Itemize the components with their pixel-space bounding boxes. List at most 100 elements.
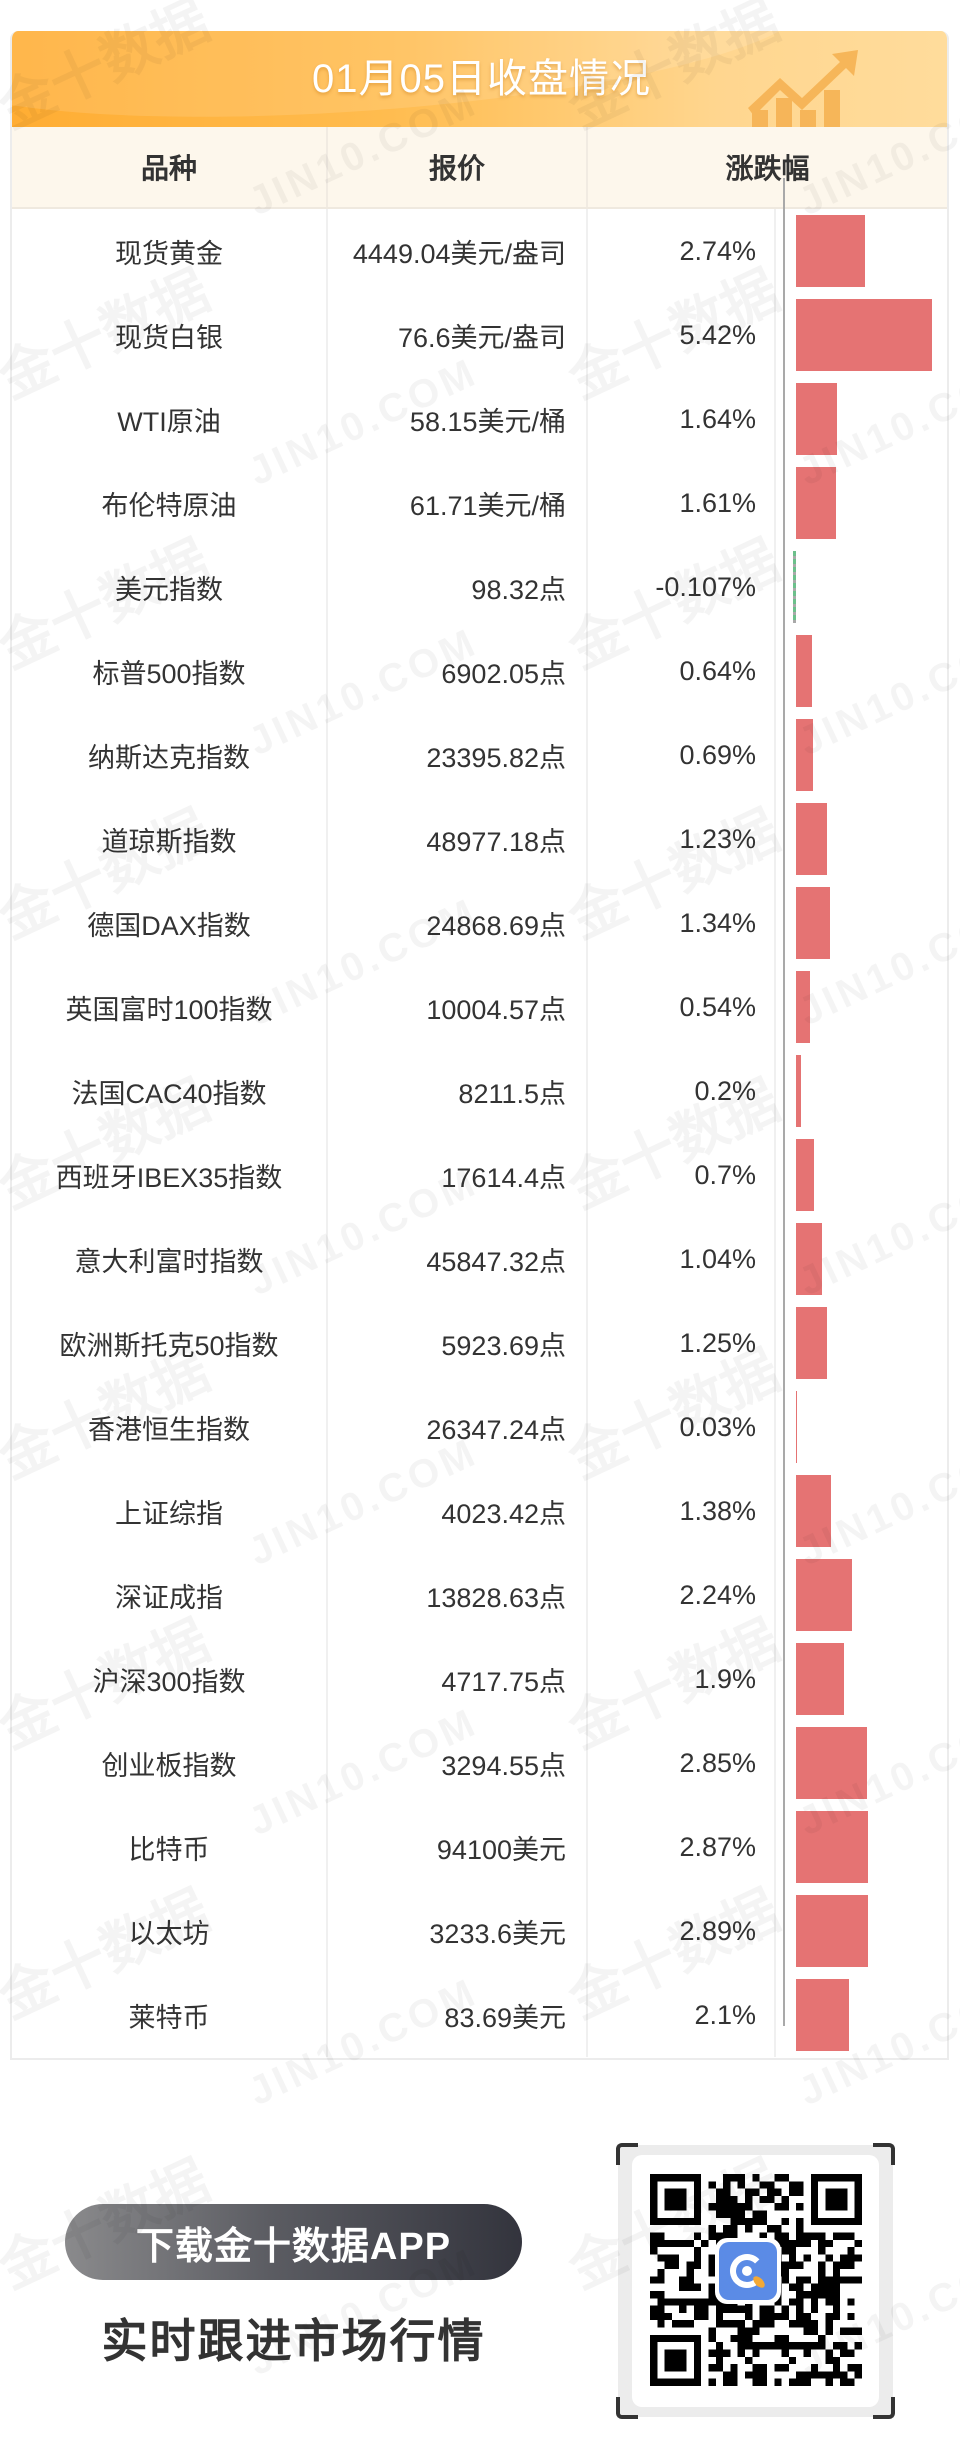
change-bar-cell — [776, 461, 947, 545]
change-bar — [796, 215, 865, 287]
change-bar — [796, 1727, 868, 1799]
instrument-change-pct: 0.54% — [588, 965, 776, 1049]
change-bar — [796, 1559, 852, 1631]
change-bar-cell — [776, 545, 947, 629]
change-bar-cell — [776, 1217, 947, 1301]
instrument-price: 24868.69点 — [328, 881, 588, 965]
instrument-change-pct: 1.9% — [588, 1637, 776, 1721]
instrument-price: 76.6美元/盎司 — [328, 293, 588, 377]
table-row: 标普500指数 6902.05点 0.64% — [12, 629, 947, 713]
table-body: 现货黄金 4449.04美元/盎司 2.74% 现货白银 76.6美元/盎司 5.42% W… — [12, 209, 947, 2057]
instrument-price: 4023.42点 — [328, 1469, 588, 1553]
instrument-price: 4449.04美元/盎司 — [328, 209, 588, 293]
change-bar-cell — [776, 1637, 947, 1721]
instrument-change-pct: 2.89% — [588, 1889, 776, 1973]
instrument-price: 58.15美元/桶 — [328, 377, 588, 461]
change-bar-cell — [776, 1301, 947, 1385]
change-bar-cell — [776, 293, 947, 377]
change-bar — [796, 1139, 814, 1211]
instrument-change-pct: 0.03% — [588, 1385, 776, 1469]
change-bar — [796, 383, 837, 455]
header-banner: 01月05日收盘情况 — [12, 31, 947, 127]
instrument-name: 莱特币 — [12, 1973, 328, 2057]
change-bar-cell — [776, 797, 947, 881]
instrument-price: 48977.18点 — [328, 797, 588, 881]
instrument-price: 6902.05点 — [328, 629, 588, 713]
change-bar — [796, 299, 932, 371]
instrument-name: 德国DAX指数 — [12, 881, 328, 965]
instrument-change-pct: 1.25% — [588, 1301, 776, 1385]
instrument-name: 深证成指 — [12, 1553, 328, 1637]
change-bar — [796, 1307, 828, 1379]
change-bar — [796, 1055, 801, 1127]
instrument-price: 94100美元 — [328, 1805, 588, 1889]
instrument-name: 标普500指数 — [12, 629, 328, 713]
change-bar — [796, 719, 814, 791]
change-bar — [796, 467, 837, 539]
table-row: 比特币 94100美元 2.87% — [12, 1805, 947, 1889]
instrument-name: 以太坊 — [12, 1889, 328, 1973]
table-row: 深证成指 13828.63点 2.24% — [12, 1553, 947, 1637]
instrument-name: 纳斯达克指数 — [12, 713, 328, 797]
instrument-price: 61.71美元/桶 — [328, 461, 588, 545]
instrument-name: 美元指数 — [12, 545, 328, 629]
instrument-name: 沪深300指数 — [12, 1637, 328, 1721]
table-row: 上证综指 4023.42点 1.38% — [12, 1469, 947, 1553]
instrument-change-pct: 0.7% — [588, 1133, 776, 1217]
table-row: 沪深300指数 4717.75点 1.9% — [12, 1637, 947, 1721]
change-bar-cell — [776, 1973, 947, 2057]
change-bar — [796, 1895, 869, 1967]
instrument-change-pct: 5.42% — [588, 293, 776, 377]
change-bar-cell — [776, 1721, 947, 1805]
change-bar — [796, 1475, 831, 1547]
instrument-price: 4717.75点 — [328, 1637, 588, 1721]
table-row: 美元指数 98.32点 -0.107% — [12, 545, 947, 629]
instrument-change-pct: 1.23% — [588, 797, 776, 881]
instrument-change-pct: 1.64% — [588, 377, 776, 461]
instrument-change-pct: 2.24% — [588, 1553, 776, 1637]
table-row: 以太坊 3233.6美元 2.89% — [12, 1889, 947, 1973]
table-row: 现货黄金 4449.04美元/盎司 2.74% — [12, 209, 947, 293]
change-bar-cell — [776, 881, 947, 965]
table-row: 德国DAX指数 24868.69点 1.34% — [12, 881, 947, 965]
change-bar-cell — [776, 1889, 947, 1973]
instrument-price: 98.32点 — [328, 545, 588, 629]
instrument-change-pct: 2.85% — [588, 1721, 776, 1805]
qr-code-icon[interactable] — [650, 2173, 862, 2387]
instrument-price: 23395.82点 — [328, 713, 588, 797]
change-bar — [796, 1223, 822, 1295]
table-row: 道琼斯指数 48977.18点 1.23% — [12, 797, 947, 881]
table-row: 纳斯达克指数 23395.82点 0.69% — [12, 713, 947, 797]
instrument-change-pct: 1.34% — [588, 881, 776, 965]
page-title: 01月05日收盘情况 — [312, 57, 651, 101]
table-row: 法国CAC40指数 8211.5点 0.2% — [12, 1049, 947, 1133]
instrument-name: 欧洲斯托克50指数 — [12, 1301, 328, 1385]
instrument-name: 布伦特原油 — [12, 461, 328, 545]
instrument-price: 45847.32点 — [328, 1217, 588, 1301]
change-bar — [796, 971, 810, 1043]
instrument-change-pct: 2.74% — [588, 209, 776, 293]
instrument-price: 5923.69点 — [328, 1301, 588, 1385]
instrument-price: 8211.5点 — [328, 1049, 588, 1133]
table-row: 香港恒生指数 26347.24点 0.03% — [12, 1385, 947, 1469]
table-row: 意大利富时指数 45847.32点 1.04% — [12, 1217, 947, 1301]
change-bar-cell — [776, 713, 947, 797]
table-header: 品种 报价 涨跌幅 — [12, 127, 947, 209]
change-bar — [796, 1811, 868, 1883]
table-row: 现货白银 76.6美元/盎司 5.42% — [12, 293, 947, 377]
instrument-name: 香港恒生指数 — [12, 1385, 328, 1469]
download-app-button[interactable]: 下载金十数据APP — [65, 2204, 522, 2280]
table-row: 布伦特原油 61.71美元/桶 1.61% — [12, 461, 947, 545]
change-bar-cell — [776, 1049, 947, 1133]
table-row: 欧洲斯托克50指数 5923.69点 1.25% — [12, 1301, 947, 1385]
change-bar — [796, 1643, 844, 1715]
table-row: 创业板指数 3294.55点 2.85% — [12, 1721, 947, 1805]
change-bar-cell — [776, 965, 947, 1049]
instrument-price: 3294.55点 — [328, 1721, 588, 1805]
instrument-name: 意大利富时指数 — [12, 1217, 328, 1301]
table-row: WTI原油 58.15美元/桶 1.64% — [12, 377, 947, 461]
change-bar-cell — [776, 1385, 947, 1469]
tagline-text: 实时跟进市场行情 — [101, 2314, 486, 2368]
change-bar-cell — [776, 1805, 947, 1889]
instrument-change-pct: 0.2% — [588, 1049, 776, 1133]
